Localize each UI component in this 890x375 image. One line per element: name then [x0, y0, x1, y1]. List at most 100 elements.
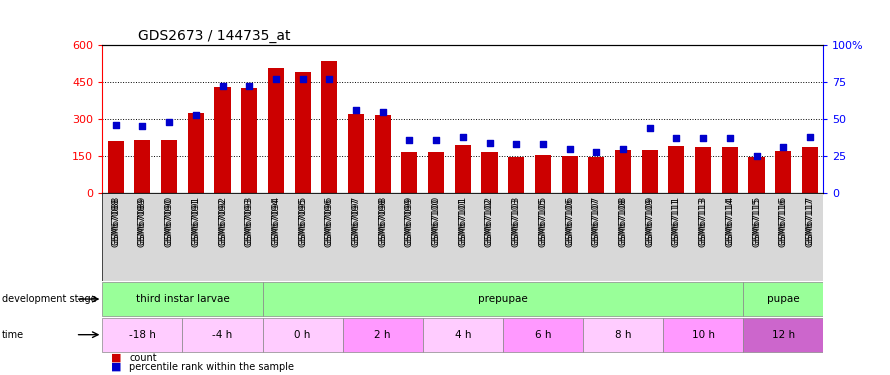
- Text: GSM67106: GSM67106: [565, 198, 574, 247]
- Text: GSM67097: GSM67097: [352, 196, 360, 245]
- Text: GSM67099: GSM67099: [405, 198, 414, 247]
- Bar: [588, 157, 604, 193]
- Text: GSM67097: GSM67097: [352, 198, 360, 247]
- Text: GSM67103: GSM67103: [512, 198, 521, 247]
- Point: [189, 112, 203, 118]
- Bar: [102, 282, 263, 316]
- Bar: [562, 156, 578, 193]
- Text: GSM67096: GSM67096: [325, 198, 334, 247]
- Bar: [743, 282, 823, 316]
- Point: [456, 134, 470, 140]
- Text: pupae: pupae: [767, 294, 799, 304]
- Text: GSM67114: GSM67114: [725, 196, 734, 245]
- Bar: [615, 150, 631, 193]
- Bar: [295, 72, 311, 193]
- Text: GSM67115: GSM67115: [752, 198, 761, 247]
- Text: GSM67109: GSM67109: [645, 196, 654, 245]
- Text: GSM67091: GSM67091: [191, 196, 200, 245]
- Text: GSM67094: GSM67094: [271, 196, 280, 245]
- Bar: [668, 146, 684, 193]
- Bar: [348, 114, 364, 193]
- Text: GSM67093: GSM67093: [245, 196, 254, 245]
- Text: -4 h: -4 h: [213, 330, 232, 340]
- Point: [322, 76, 336, 82]
- Text: GDS2673 / 144735_at: GDS2673 / 144735_at: [139, 28, 291, 43]
- Text: GSM67091: GSM67091: [191, 198, 200, 247]
- Bar: [535, 155, 551, 193]
- Text: 0 h: 0 h: [295, 330, 311, 340]
- Point: [269, 76, 283, 82]
- Point: [295, 76, 310, 82]
- Point: [562, 146, 577, 152]
- Point: [429, 137, 443, 143]
- Bar: [161, 140, 177, 193]
- Text: 6 h: 6 h: [535, 330, 551, 340]
- Text: GSM67096: GSM67096: [325, 196, 334, 245]
- Text: GSM67093: GSM67093: [245, 198, 254, 247]
- Point: [749, 153, 764, 159]
- Text: GSM67092: GSM67092: [218, 198, 227, 247]
- Bar: [743, 318, 823, 352]
- Bar: [802, 147, 818, 193]
- Point: [723, 135, 737, 141]
- Bar: [188, 113, 204, 193]
- Text: GSM67090: GSM67090: [165, 196, 174, 245]
- Bar: [775, 151, 791, 193]
- Bar: [108, 141, 124, 193]
- Bar: [663, 318, 743, 352]
- Text: GSM67111: GSM67111: [672, 198, 681, 247]
- Bar: [401, 152, 417, 193]
- Text: GSM67099: GSM67099: [405, 196, 414, 245]
- Text: GSM67094: GSM67094: [271, 198, 280, 247]
- Text: GSM67116: GSM67116: [779, 198, 788, 247]
- Text: GSM67114: GSM67114: [725, 198, 734, 247]
- Bar: [695, 147, 711, 193]
- Text: GSM67106: GSM67106: [565, 196, 574, 245]
- Point: [616, 146, 630, 152]
- Text: 8 h: 8 h: [615, 330, 631, 340]
- Text: ■: ■: [111, 362, 122, 372]
- Text: GSM67098: GSM67098: [378, 196, 387, 245]
- Text: GSM67101: GSM67101: [458, 196, 467, 245]
- Point: [376, 109, 390, 115]
- Point: [349, 107, 363, 113]
- Text: GSM67089: GSM67089: [138, 196, 147, 245]
- Text: GSM67103: GSM67103: [512, 196, 521, 245]
- Text: prepupae: prepupae: [478, 294, 528, 304]
- Text: GSM67115: GSM67115: [752, 196, 761, 245]
- Bar: [241, 88, 257, 193]
- Text: GSM67105: GSM67105: [538, 198, 547, 247]
- Bar: [343, 318, 423, 352]
- Bar: [642, 150, 658, 193]
- Text: GSM67100: GSM67100: [432, 196, 441, 245]
- Text: GSM67095: GSM67095: [298, 198, 307, 247]
- Bar: [722, 147, 738, 193]
- Point: [135, 123, 150, 129]
- Text: GSM67101: GSM67101: [458, 198, 467, 247]
- Text: time: time: [2, 330, 24, 340]
- Text: GSM67116: GSM67116: [779, 196, 788, 245]
- Point: [242, 84, 256, 90]
- Bar: [214, 87, 231, 193]
- Text: 4 h: 4 h: [455, 330, 471, 340]
- Point: [162, 119, 176, 125]
- Text: ■: ■: [111, 353, 122, 363]
- Bar: [102, 318, 182, 352]
- Text: GSM67102: GSM67102: [485, 198, 494, 247]
- Bar: [182, 318, 263, 352]
- Text: 10 h: 10 h: [692, 330, 715, 340]
- Text: 2 h: 2 h: [375, 330, 391, 340]
- Text: GSM67088: GSM67088: [111, 196, 120, 245]
- Point: [643, 125, 657, 131]
- Text: GSM67092: GSM67092: [218, 196, 227, 245]
- Bar: [134, 140, 150, 193]
- Text: GSM67109: GSM67109: [645, 198, 654, 247]
- Text: GSM67117: GSM67117: [805, 196, 814, 245]
- Point: [589, 148, 603, 154]
- Bar: [263, 318, 343, 352]
- Point: [109, 122, 123, 128]
- Point: [215, 84, 230, 90]
- Bar: [455, 145, 471, 193]
- Text: GSM67113: GSM67113: [699, 196, 708, 245]
- Text: development stage: development stage: [2, 294, 96, 304]
